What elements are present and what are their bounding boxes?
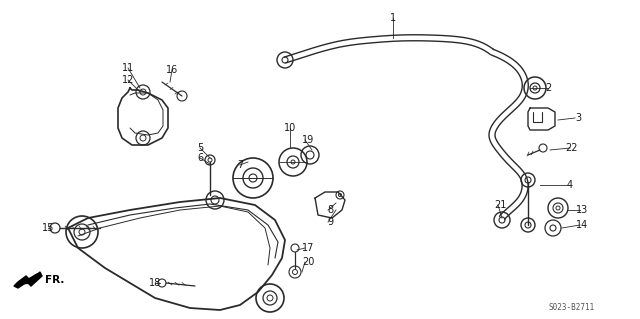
Polygon shape: [14, 272, 42, 288]
Text: 22: 22: [566, 143, 579, 153]
Text: 18: 18: [149, 278, 161, 288]
Text: 5: 5: [197, 143, 203, 153]
Text: 15: 15: [42, 223, 54, 233]
Text: 10: 10: [284, 123, 296, 133]
Text: 2: 2: [545, 83, 551, 93]
Text: 13: 13: [576, 205, 588, 215]
Text: 19: 19: [302, 135, 314, 145]
Text: S023-B2711: S023-B2711: [549, 303, 595, 313]
Text: 3: 3: [575, 113, 581, 123]
Text: FR.: FR.: [45, 275, 65, 285]
Text: 6: 6: [197, 153, 203, 163]
Text: 9: 9: [327, 217, 333, 227]
Text: 4: 4: [567, 180, 573, 190]
Text: 20: 20: [302, 257, 314, 267]
Text: 16: 16: [166, 65, 178, 75]
Text: 1: 1: [390, 13, 396, 23]
Text: 7: 7: [237, 160, 243, 170]
Text: 8: 8: [327, 205, 333, 215]
Text: 17: 17: [302, 243, 314, 253]
Text: 11: 11: [122, 63, 134, 73]
Text: 14: 14: [576, 220, 588, 230]
Text: 21: 21: [494, 200, 506, 210]
Text: 12: 12: [122, 75, 134, 85]
